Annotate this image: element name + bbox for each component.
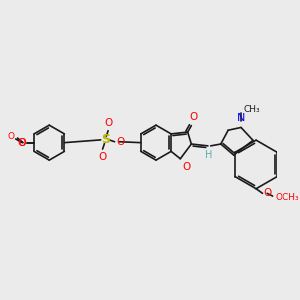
Text: O: O [18, 138, 26, 148]
Text: H: H [205, 151, 212, 160]
Text: O: O [8, 132, 15, 141]
Text: O: O [17, 138, 26, 148]
Text: N: N [237, 113, 245, 123]
Text: S: S [101, 134, 110, 146]
Text: CH₃: CH₃ [244, 105, 260, 114]
Text: O: O [98, 152, 107, 162]
Text: O: O [263, 188, 272, 198]
Text: O: O [116, 137, 125, 147]
Text: O: O [104, 118, 112, 128]
Text: O: O [182, 161, 190, 172]
Text: O: O [189, 112, 197, 122]
Text: OCH₃: OCH₃ [275, 193, 299, 202]
